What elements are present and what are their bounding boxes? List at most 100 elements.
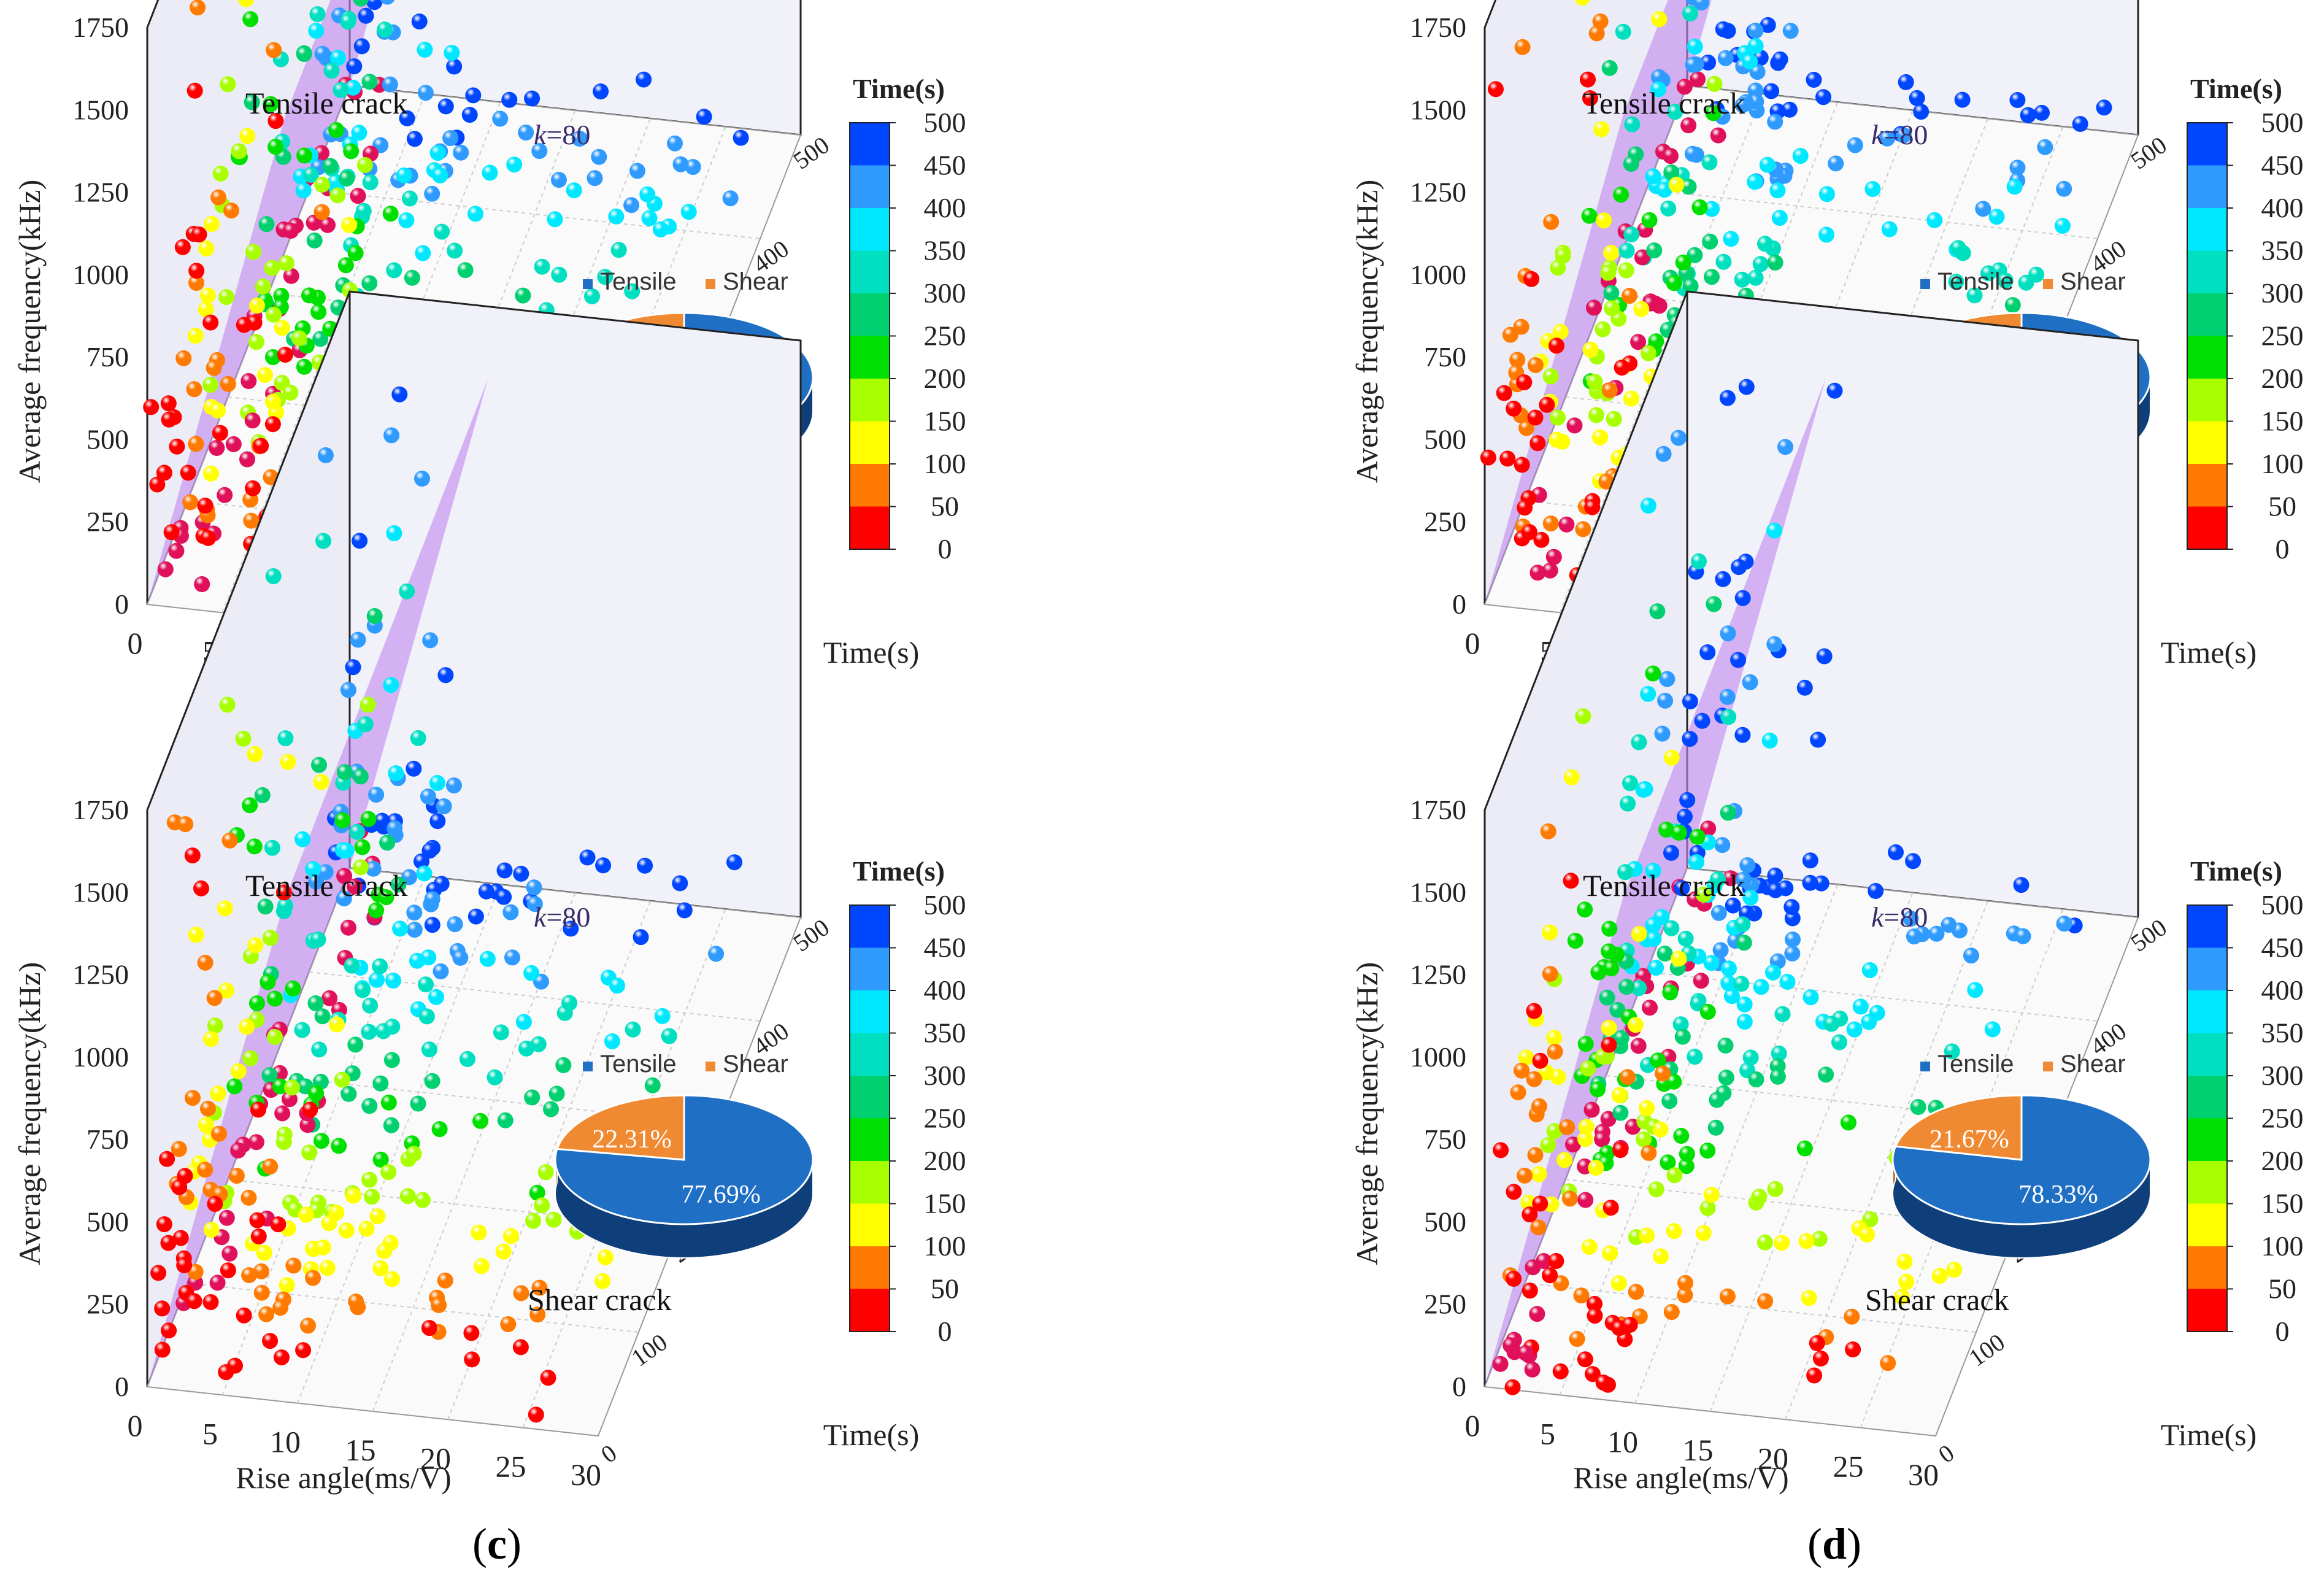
scatter-point (185, 1090, 201, 1106)
scatter-point (241, 1267, 258, 1284)
scatter-point (263, 96, 279, 112)
scatter-point (1601, 60, 1618, 76)
scatter-point (1966, 287, 1983, 304)
scatter-point (604, 1033, 620, 1049)
k-plane (1485, 379, 1826, 1387)
scatter-point (1618, 979, 1635, 995)
y-tick-label: 1250 (72, 177, 129, 208)
scatter-point (1677, 930, 1694, 947)
scatter-point (1542, 515, 1559, 532)
scatter-point (1569, 1331, 1585, 1347)
scatter-point (245, 480, 261, 496)
scatter-point (1682, 693, 1698, 710)
scatter-point (338, 843, 355, 859)
colorbar-segment (850, 905, 890, 948)
y-tick-label: 1000 (72, 259, 129, 290)
scatter-point (1663, 749, 1680, 766)
scatter-point (422, 632, 439, 649)
scatter-point (264, 260, 280, 276)
scatter-point (1510, 1084, 1526, 1101)
scatter-point (242, 11, 259, 28)
scatter-point (1693, 0, 1710, 11)
scatter-point (1679, 1146, 1695, 1162)
scatter-point (344, 957, 360, 974)
scatter-point (1828, 155, 1844, 172)
floor-gridline (1646, 189, 2098, 239)
scatter-point (1532, 1052, 1549, 1069)
scatter-point (169, 438, 185, 455)
scatter-point (1815, 89, 1831, 106)
scatter-point (1506, 400, 1522, 417)
scatter-point (1656, 182, 1672, 198)
legend-swatch-tensile (583, 279, 593, 289)
scatter-point (636, 71, 652, 88)
scatter-point (1760, 17, 1776, 33)
scatter-point (1561, 1190, 1578, 1207)
scatter-point (1699, 1143, 1716, 1159)
scatter-point (239, 1019, 255, 1035)
scatter-point (380, 0, 395, 5)
scatter-point (1751, 1189, 1768, 1205)
scatter-point (1583, 1101, 1600, 1118)
scatter-point (372, 1075, 389, 1092)
y-axis-label: Average frequency(kHz) (1350, 180, 1384, 484)
scatter-point (285, 1257, 302, 1274)
scatter-point (1796, 1140, 1813, 1157)
scatter-point (203, 216, 220, 232)
scatter-point (1506, 1271, 1522, 1287)
colorbar-segment (850, 1033, 890, 1076)
colorbar-tick-label: 400 (2261, 192, 2304, 223)
scatter-point (551, 172, 567, 188)
scatter-point (194, 576, 210, 592)
pie-slice-shear (1894, 1094, 2023, 1161)
scatter-point (384, 1019, 401, 1035)
y-tick-label: 250 (1424, 1289, 1466, 1320)
scatter-point (198, 301, 214, 318)
colorbar-tick-label: 100 (2261, 448, 2304, 479)
scatter-point (161, 1322, 177, 1339)
scatter-point (1695, 886, 1712, 903)
scatter-point (1531, 1098, 1547, 1114)
scatter-point (294, 831, 311, 847)
scatter-point (414, 471, 430, 487)
scatter-point (279, 1277, 295, 1294)
scatter-point (253, 1284, 270, 1301)
scatter-point (261, 1067, 278, 1084)
scatter-point (278, 255, 294, 271)
scatter-point (358, 1221, 375, 1237)
scatter-point (428, 989, 444, 1005)
scatter-point (429, 775, 445, 791)
scatter-point (264, 839, 280, 856)
scatter-point (202, 1294, 219, 1310)
scatter-point (1806, 1367, 1823, 1384)
scatter-point (523, 965, 540, 981)
caption-letter: d (1822, 1519, 1847, 1568)
scatter-point (247, 746, 263, 762)
scatter-point (1700, 54, 1717, 71)
scatter-point (1577, 1192, 1594, 1208)
scatter-point (202, 377, 219, 393)
colorbar-tick-label: 250 (924, 320, 966, 352)
scatter-point (270, 1216, 287, 1233)
scatter-point (497, 1112, 514, 1128)
scatter-point (411, 13, 428, 29)
scatter-point (431, 1121, 448, 1138)
scatter-point (296, 358, 312, 375)
scatter-point (1717, 50, 1734, 66)
colorbar-segment (2187, 905, 2227, 948)
legend-swatch-shear (706, 1062, 715, 1071)
scatter-point (1624, 116, 1641, 133)
colorbar-tick-label: 300 (2261, 1060, 2304, 1091)
y-tick-label: 1250 (1410, 959, 1466, 990)
scatter-point (1488, 81, 1504, 98)
scatter-point (1654, 725, 1671, 742)
scatter-point (1852, 998, 1869, 1015)
scatter-point (1646, 242, 1663, 259)
scatter-point (386, 262, 402, 279)
colorbar-tick-label: 450 (2261, 150, 2304, 181)
scatter-point (1514, 39, 1531, 55)
scatter-point (1682, 278, 1699, 295)
scatter-point (1529, 1306, 1545, 1322)
scatter-point (348, 1294, 364, 1310)
scatter-point (1660, 200, 1677, 217)
